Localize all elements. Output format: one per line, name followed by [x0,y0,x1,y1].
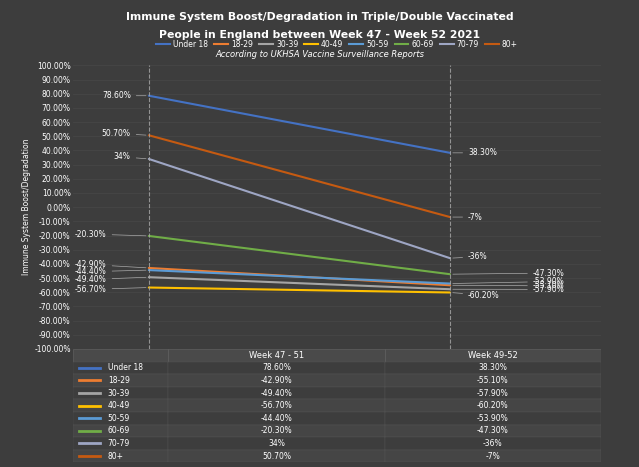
FancyBboxPatch shape [169,361,385,374]
Text: 60-69: 60-69 [108,426,130,435]
Text: According to UKHSA Vaccine Surveillance Reports: According to UKHSA Vaccine Surveillance … [215,50,424,59]
Text: 30-39: 30-39 [108,389,130,397]
Text: -53.90%: -53.90% [477,414,509,423]
Text: -60.20%: -60.20% [453,290,500,299]
Text: -60.20%: -60.20% [477,401,509,410]
FancyBboxPatch shape [73,387,169,399]
Text: -55.10%: -55.10% [453,281,564,290]
Text: 50-59: 50-59 [108,414,130,423]
FancyBboxPatch shape [169,425,385,437]
Text: -36%: -36% [483,439,502,448]
Text: -42.90%: -42.90% [75,260,146,269]
Text: -57.90%: -57.90% [477,389,509,397]
FancyBboxPatch shape [385,361,601,374]
FancyBboxPatch shape [169,450,385,462]
Text: 34%: 34% [268,439,285,448]
FancyBboxPatch shape [73,374,169,387]
FancyBboxPatch shape [73,450,169,462]
Text: 78.60%: 78.60% [262,363,291,372]
FancyBboxPatch shape [169,399,385,412]
Text: -47.30%: -47.30% [477,426,509,435]
Legend: Under 18, 18-29, 30-39, 40-49, 50-59, 60-69, 70-79, 80+: Under 18, 18-29, 30-39, 40-49, 50-59, 60… [153,36,521,52]
Text: -49.40%: -49.40% [261,389,292,397]
Text: -7%: -7% [453,212,483,221]
Y-axis label: Immune System Boost/Degradation: Immune System Boost/Degradation [22,139,31,276]
FancyBboxPatch shape [73,412,169,425]
Text: 50.70%: 50.70% [262,452,291,460]
FancyBboxPatch shape [169,349,385,361]
FancyBboxPatch shape [73,399,169,412]
Text: 18-29: 18-29 [108,376,130,385]
FancyBboxPatch shape [169,374,385,387]
Text: -20.30%: -20.30% [261,426,292,435]
Text: -53.90%: -53.90% [453,277,565,286]
Text: 34%: 34% [114,152,146,161]
Text: -57.90%: -57.90% [453,285,565,294]
Text: -56.70%: -56.70% [261,401,292,410]
Text: 70-79: 70-79 [108,439,130,448]
Text: -56.70%: -56.70% [75,285,146,294]
Text: Under 18: Under 18 [108,363,142,372]
FancyBboxPatch shape [385,349,601,361]
FancyBboxPatch shape [169,437,385,450]
Text: -55.10%: -55.10% [477,376,509,385]
Text: Week 47 - 51: Week 47 - 51 [249,351,304,360]
Text: People in England between Week 47 - Week 52 2021: People in England between Week 47 - Week… [159,30,480,40]
Text: 38.30%: 38.30% [478,363,507,372]
FancyBboxPatch shape [73,437,169,450]
FancyBboxPatch shape [385,437,601,450]
Text: -47.30%: -47.30% [453,269,565,277]
Text: 40-49: 40-49 [108,401,130,410]
Text: Immune System Boost/Degradation in Triple/Double Vaccinated: Immune System Boost/Degradation in Tripl… [126,12,513,21]
FancyBboxPatch shape [73,349,169,361]
Text: -36%: -36% [453,252,488,261]
Text: Week 49-52: Week 49-52 [468,351,518,360]
FancyBboxPatch shape [169,412,385,425]
FancyBboxPatch shape [169,387,385,399]
Text: -49.40%: -49.40% [75,275,146,284]
Text: 50.70%: 50.70% [102,129,146,138]
Text: -7%: -7% [485,452,500,460]
Text: -44.40%: -44.40% [75,267,146,276]
FancyBboxPatch shape [385,425,601,437]
FancyBboxPatch shape [385,387,601,399]
Text: 78.60%: 78.60% [102,91,146,100]
FancyBboxPatch shape [385,374,601,387]
FancyBboxPatch shape [73,425,169,437]
FancyBboxPatch shape [73,361,169,374]
FancyBboxPatch shape [385,412,601,425]
FancyBboxPatch shape [385,399,601,412]
Text: -42.90%: -42.90% [261,376,292,385]
Text: -44.40%: -44.40% [261,414,292,423]
Text: 80+: 80+ [108,452,124,460]
FancyBboxPatch shape [385,450,601,462]
Text: -20.30%: -20.30% [75,230,146,239]
Text: 38.30%: 38.30% [453,149,497,157]
